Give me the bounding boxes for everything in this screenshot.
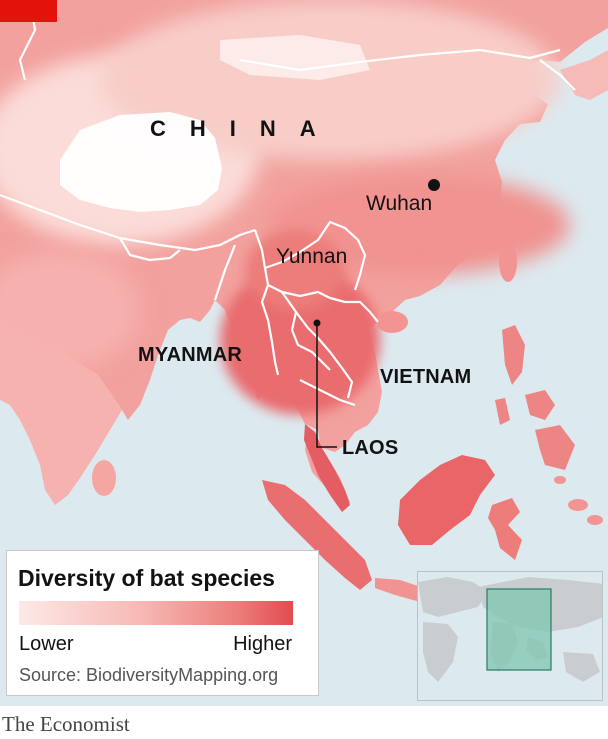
korea-japan [560, 50, 608, 100]
sulawesi [488, 498, 522, 560]
laos-leader [313, 319, 337, 448]
philippines [495, 325, 575, 470]
border-myanmar-india [213, 244, 237, 301]
border-bhutan-nepal [119, 237, 181, 262]
sri-lanka [92, 460, 116, 496]
label-vietnam: VIETNAM [380, 366, 472, 388]
label-laos: LAOS [342, 437, 399, 459]
label-china: CHINA [150, 116, 340, 141]
border-yunnan [264, 220, 367, 291]
brand-wordmark: The Economist [2, 712, 130, 736]
label-wuhan: Wuhan [366, 192, 433, 215]
map: CHINA Wuhan Yunnan MYANMAR VIETNAM LAOS … [0, 0, 608, 706]
map-layers [0, 0, 608, 606]
brand-tag [0, 0, 57, 22]
yunnan-high [245, 230, 345, 310]
sumatra [262, 480, 372, 590]
india-mid [0, 250, 140, 370]
inset-world-map [418, 577, 602, 682]
border-laos-thailand [290, 311, 331, 371]
taiwan [499, 242, 517, 282]
label-myanmar: MYANMAR [138, 344, 242, 366]
legend-title: Diversity of bat species [18, 565, 275, 591]
footer: The Economist [0, 706, 608, 739]
country-borders [0, 0, 576, 407]
tibetan-plateau [60, 112, 222, 212]
border-laos [281, 291, 354, 399]
southeast-asia-high [220, 265, 380, 415]
label-yunnan: Yunnan [276, 245, 348, 268]
city-marker-icon [428, 179, 440, 191]
border-cambodia [299, 379, 356, 407]
inset-focus-box [486, 588, 552, 671]
border-china-southwest [253, 229, 379, 323]
central-china-band [270, 175, 570, 275]
borneo [398, 455, 495, 545]
legend-high-label: Higher [233, 633, 292, 655]
border-myanmar-thailand [260, 284, 280, 376]
legend: Diversity of bat species Lower Higher So… [6, 550, 319, 696]
legend-low-label: Lower [19, 633, 74, 655]
north-desert [220, 35, 370, 80]
north-china-low [100, 0, 560, 160]
laos-leader-line [316, 323, 337, 448]
border-china-india-himalaya [0, 193, 256, 252]
locator-inset-map [417, 571, 603, 701]
legend-gradient-bar [19, 601, 293, 625]
border-china-north [239, 48, 561, 72]
border-korea [539, 59, 576, 91]
hainan [376, 311, 408, 333]
malay-peninsula [304, 424, 350, 512]
legend-source: Source: BiodiversityMapping.org [19, 665, 279, 685]
india [0, 320, 122, 505]
